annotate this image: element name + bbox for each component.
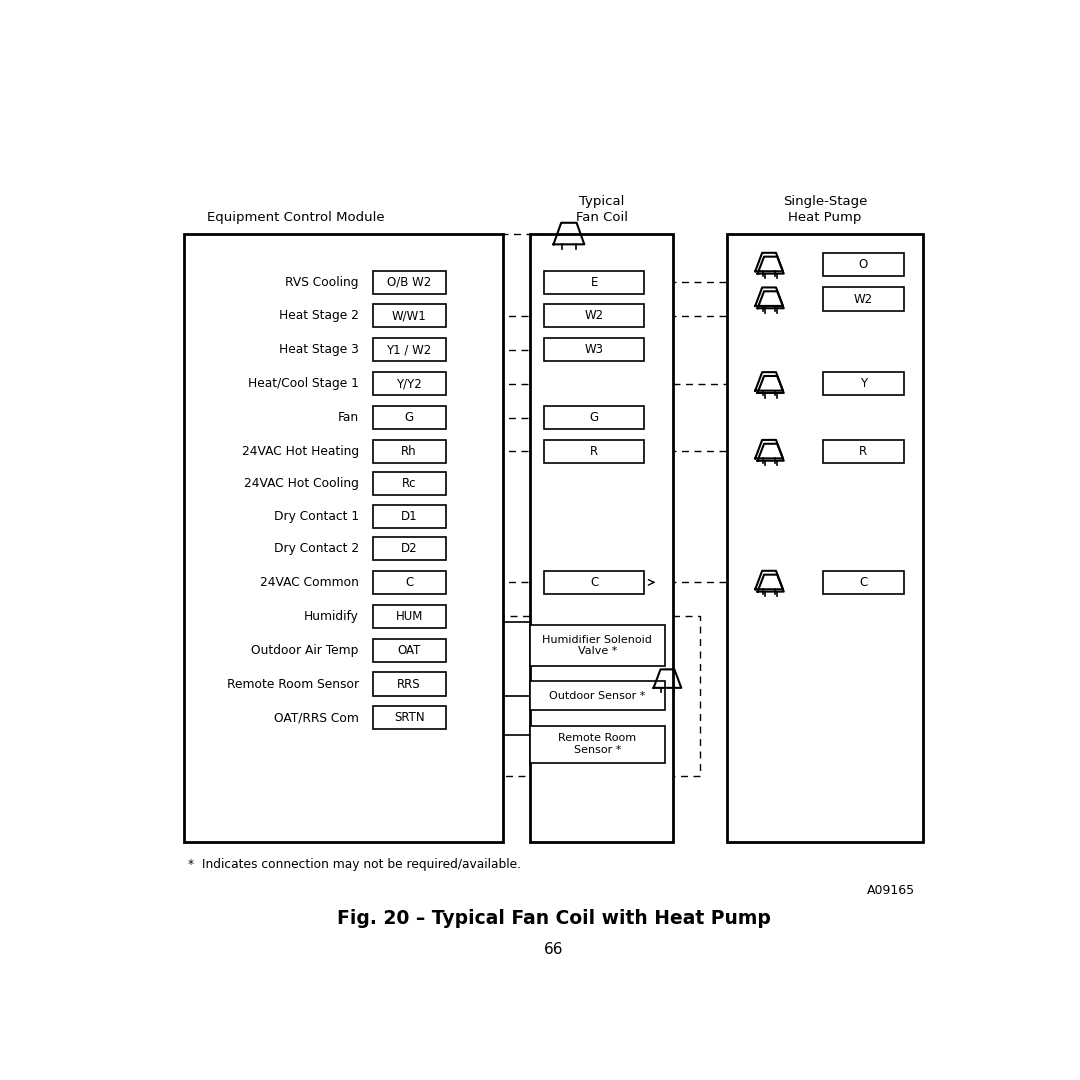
Bar bbox=[727, 233, 923, 841]
Bar bbox=[373, 406, 446, 429]
Text: Rc: Rc bbox=[402, 477, 417, 490]
Text: E: E bbox=[591, 275, 598, 288]
Bar bbox=[373, 270, 446, 294]
Bar bbox=[544, 270, 645, 294]
Bar bbox=[373, 571, 446, 594]
Text: Heat Stage 2: Heat Stage 2 bbox=[279, 310, 359, 323]
Bar bbox=[373, 338, 446, 362]
Text: 24VAC Hot Cooling: 24VAC Hot Cooling bbox=[244, 477, 359, 490]
Text: G: G bbox=[405, 411, 414, 424]
Text: Humidifier Solenoid
Valve *: Humidifier Solenoid Valve * bbox=[542, 635, 652, 657]
Text: W2: W2 bbox=[584, 310, 604, 323]
Text: C: C bbox=[590, 576, 598, 589]
Text: Single-Stage
Heat Pump: Single-Stage Heat Pump bbox=[783, 195, 867, 225]
Text: OAT: OAT bbox=[397, 644, 421, 657]
Text: Heat Stage 3: Heat Stage 3 bbox=[279, 343, 359, 356]
Text: Y: Y bbox=[860, 377, 867, 390]
Bar bbox=[373, 305, 446, 327]
Text: HUM: HUM bbox=[395, 610, 422, 623]
Bar bbox=[530, 625, 665, 665]
Bar bbox=[823, 440, 904, 463]
Text: *  Indicates connection may not be required/available.: * Indicates connection may not be requir… bbox=[188, 859, 521, 872]
Text: Outdoor Air Temp: Outdoor Air Temp bbox=[252, 644, 359, 657]
Bar bbox=[541, 266, 647, 298]
Bar bbox=[373, 472, 446, 496]
Bar bbox=[373, 673, 446, 696]
Bar bbox=[184, 233, 503, 841]
Bar bbox=[530, 680, 665, 711]
Bar bbox=[823, 253, 904, 275]
Text: Y1 / W2: Y1 / W2 bbox=[387, 343, 432, 356]
Text: Fan: Fan bbox=[338, 411, 359, 424]
Text: OAT/RRS Com: OAT/RRS Com bbox=[274, 712, 359, 725]
Text: Equipment Control Module: Equipment Control Module bbox=[207, 212, 384, 225]
Bar bbox=[373, 638, 446, 662]
Text: Dry Contact 2: Dry Contact 2 bbox=[273, 542, 359, 555]
Text: C: C bbox=[860, 576, 867, 589]
Bar bbox=[823, 373, 904, 395]
Bar bbox=[544, 305, 645, 327]
Text: Y/Y2: Y/Y2 bbox=[396, 377, 422, 390]
Bar bbox=[823, 571, 904, 594]
Text: R: R bbox=[860, 445, 867, 458]
Bar bbox=[544, 571, 645, 594]
Text: Heat/Cool Stage 1: Heat/Cool Stage 1 bbox=[247, 377, 359, 390]
Text: 24VAC Hot Heating: 24VAC Hot Heating bbox=[242, 445, 359, 458]
Bar bbox=[373, 373, 446, 395]
Text: W/W1: W/W1 bbox=[392, 310, 427, 323]
Text: W2: W2 bbox=[854, 293, 873, 306]
Bar bbox=[544, 338, 645, 362]
Bar bbox=[373, 504, 446, 528]
Text: Typical
Fan Coil: Typical Fan Coil bbox=[576, 195, 627, 225]
Text: O: O bbox=[859, 258, 868, 271]
Text: SRTN: SRTN bbox=[394, 712, 424, 725]
Text: Dry Contact 1: Dry Contact 1 bbox=[273, 510, 359, 523]
Text: G: G bbox=[590, 411, 599, 424]
Text: D2: D2 bbox=[401, 542, 418, 555]
Bar bbox=[373, 706, 446, 729]
Bar bbox=[373, 537, 446, 561]
Text: RRS: RRS bbox=[397, 677, 421, 690]
Bar bbox=[823, 287, 904, 311]
Text: Rh: Rh bbox=[402, 445, 417, 458]
Bar bbox=[544, 406, 645, 429]
Bar bbox=[530, 726, 665, 762]
Text: Outdoor Sensor *: Outdoor Sensor * bbox=[550, 690, 646, 701]
Text: W3: W3 bbox=[584, 343, 604, 356]
Text: 66: 66 bbox=[543, 942, 564, 957]
Text: A09165: A09165 bbox=[867, 883, 916, 896]
Text: Remote Room
Sensor *: Remote Room Sensor * bbox=[558, 733, 636, 755]
Text: O/B W2: O/B W2 bbox=[387, 275, 431, 288]
Text: Remote Room Sensor: Remote Room Sensor bbox=[227, 677, 359, 690]
Text: C: C bbox=[405, 576, 414, 589]
Text: RVS Cooling: RVS Cooling bbox=[285, 275, 359, 288]
Bar bbox=[373, 440, 446, 463]
Text: D1: D1 bbox=[401, 510, 418, 523]
Bar bbox=[530, 233, 673, 841]
Text: R: R bbox=[591, 445, 598, 458]
Bar bbox=[373, 605, 446, 627]
Text: Humidify: Humidify bbox=[303, 610, 359, 623]
Bar bbox=[544, 440, 645, 463]
Text: 24VAC Common: 24VAC Common bbox=[260, 576, 359, 589]
Text: Fig. 20 – Typical Fan Coil with Heat Pump: Fig. 20 – Typical Fan Coil with Heat Pum… bbox=[337, 909, 770, 929]
